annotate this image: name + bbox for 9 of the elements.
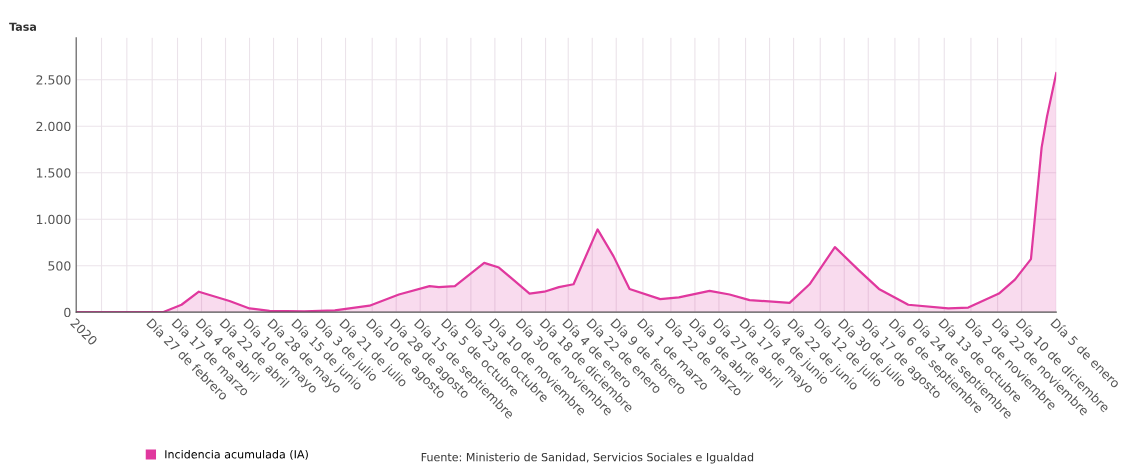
y-tick-label: 0 <box>64 307 71 318</box>
source-note: Fuente: Ministerio de Sanidad, Servicios Sociales e Igualdad <box>421 452 754 464</box>
y-tick-label: 2.000 <box>36 121 71 132</box>
y-tick-label: 1.000 <box>36 214 71 225</box>
y-tick-label: 1.500 <box>36 168 71 178</box>
legend-label: Incidencia acumulada (IA) <box>165 449 308 460</box>
y-tick-label: 2.500 <box>36 75 71 85</box>
y-axis-title: Tasa <box>9 22 36 31</box>
y-tick-label: 500 <box>48 261 71 271</box>
